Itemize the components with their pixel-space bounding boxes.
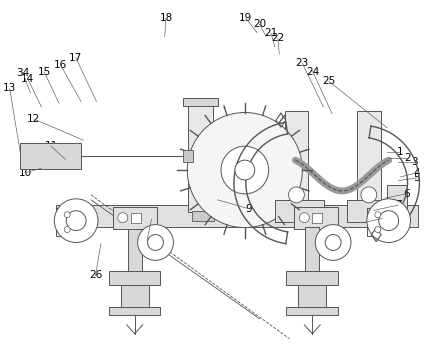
Text: 26: 26: [89, 270, 102, 280]
Text: 21: 21: [264, 28, 278, 38]
Text: 3: 3: [412, 157, 418, 167]
Circle shape: [221, 146, 269, 194]
Circle shape: [379, 211, 399, 230]
Text: 16: 16: [54, 59, 67, 70]
Bar: [286, 307, 338, 315]
Text: 19: 19: [239, 13, 252, 23]
Circle shape: [66, 211, 86, 230]
Text: 23: 23: [296, 58, 309, 68]
Bar: [286, 271, 338, 285]
Bar: [20, 143, 81, 169]
Circle shape: [235, 160, 255, 180]
Bar: [294, 207, 338, 229]
Bar: [298, 285, 326, 307]
Text: A: A: [143, 235, 151, 245]
Circle shape: [138, 225, 174, 260]
Text: 34: 34: [16, 68, 29, 78]
Text: 9: 9: [245, 204, 252, 213]
Bar: [109, 307, 160, 315]
Text: 20: 20: [253, 19, 266, 29]
Bar: [192, 211, 214, 221]
Text: 18: 18: [159, 13, 173, 23]
Circle shape: [289, 187, 304, 203]
Circle shape: [64, 227, 70, 233]
Bar: [131, 213, 141, 223]
Bar: [128, 227, 142, 271]
Text: 11: 11: [44, 141, 58, 151]
Bar: [56, 208, 78, 235]
Bar: [305, 227, 319, 271]
Text: 1: 1: [397, 147, 404, 158]
Bar: [113, 207, 157, 229]
Text: 10: 10: [19, 168, 32, 178]
Circle shape: [367, 199, 411, 242]
Bar: [109, 271, 160, 285]
Bar: [367, 208, 388, 235]
Text: 8: 8: [379, 213, 386, 223]
Text: 22: 22: [271, 33, 285, 43]
Circle shape: [375, 212, 381, 218]
Text: 6: 6: [403, 189, 409, 199]
Text: 4: 4: [413, 168, 420, 178]
Text: 13: 13: [3, 84, 16, 93]
Bar: [312, 213, 322, 223]
Bar: [183, 98, 218, 105]
Text: 5: 5: [413, 173, 420, 183]
Text: 12: 12: [27, 114, 40, 124]
Text: 7: 7: [395, 200, 401, 210]
Bar: [285, 110, 308, 208]
Circle shape: [64, 212, 70, 218]
Bar: [387, 185, 407, 209]
Circle shape: [325, 235, 341, 250]
Text: 2: 2: [404, 153, 411, 163]
Text: 25: 25: [322, 76, 336, 86]
Bar: [183, 150, 193, 162]
Bar: [274, 200, 324, 222]
Circle shape: [375, 227, 381, 233]
Circle shape: [147, 235, 163, 250]
Circle shape: [299, 213, 309, 223]
Text: 15: 15: [37, 67, 51, 76]
Text: 24: 24: [306, 67, 319, 76]
Circle shape: [187, 113, 302, 228]
Bar: [121, 285, 149, 307]
Circle shape: [54, 199, 98, 242]
Circle shape: [118, 213, 128, 223]
Circle shape: [315, 225, 351, 260]
Bar: [357, 110, 381, 208]
Bar: [188, 101, 213, 212]
Circle shape: [361, 187, 377, 203]
Bar: [56, 205, 418, 227]
Text: 17: 17: [69, 53, 83, 63]
Text: 14: 14: [21, 74, 34, 84]
Bar: [347, 200, 396, 222]
